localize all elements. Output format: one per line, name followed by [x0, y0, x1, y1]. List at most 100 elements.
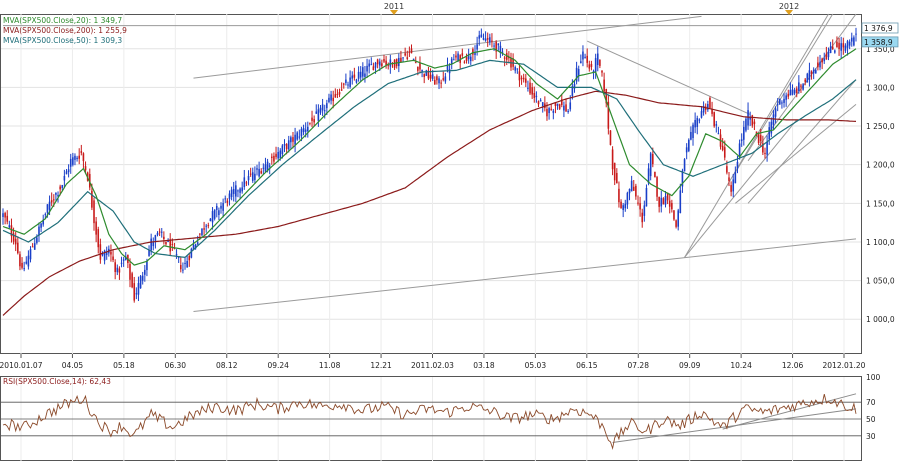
top-marker-2012: 2012	[779, 2, 799, 15]
candle-body	[793, 89, 796, 94]
candle-body	[199, 233, 201, 235]
candle-body	[201, 228, 203, 236]
candle-body	[347, 84, 349, 86]
candle-body	[550, 108, 553, 110]
candle-body	[243, 177, 246, 187]
candle-body	[110, 251, 112, 255]
candle-body	[374, 62, 377, 68]
candle-body	[353, 74, 356, 78]
y-tick-label: 1 350,0	[866, 45, 895, 54]
candle-body	[660, 197, 663, 207]
candle-body	[764, 152, 766, 154]
candle-body	[235, 185, 237, 197]
candle-body	[531, 87, 533, 95]
candle-body	[228, 193, 231, 200]
candle-body	[144, 269, 146, 275]
candle-body	[649, 153, 652, 177]
candle-body	[812, 69, 815, 74]
candle-body	[840, 43, 842, 51]
candle-body	[57, 194, 59, 197]
candle-body	[141, 275, 144, 281]
candle-body	[27, 255, 30, 267]
candle-body	[357, 71, 360, 79]
top-marker-triangle	[785, 10, 793, 15]
candle-body	[55, 192, 57, 195]
candle-body	[118, 268, 121, 273]
candle-body	[440, 82, 442, 84]
candle-body	[410, 48, 413, 54]
price-panel-frame	[0, 14, 862, 354]
trend-line	[747, 13, 857, 162]
candle-body	[262, 167, 265, 169]
candle-body	[785, 95, 787, 100]
candle-body	[370, 64, 373, 66]
candle-body	[783, 98, 785, 103]
candle-body	[514, 67, 517, 71]
candle-body	[196, 242, 199, 245]
candle-body	[484, 38, 487, 41]
candle-body	[385, 60, 387, 65]
candle-body	[10, 225, 13, 237]
candle-body	[823, 58, 826, 62]
candle-body	[95, 221, 97, 235]
candle-body	[501, 51, 504, 53]
candle-body	[664, 196, 667, 205]
candle-body	[177, 256, 180, 258]
candle-body	[387, 64, 390, 66]
candle-body	[222, 202, 224, 211]
candle-body	[6, 215, 9, 222]
candle-body	[36, 237, 38, 243]
candle-body	[616, 172, 618, 184]
candle-body	[679, 190, 682, 214]
candle-body	[819, 61, 821, 68]
candle-body	[334, 94, 337, 98]
candle-body	[539, 99, 542, 102]
candle-body	[52, 199, 55, 201]
candle-body	[461, 53, 464, 56]
candle-body	[425, 70, 428, 76]
candle-body	[290, 137, 292, 143]
candle-body	[848, 41, 851, 46]
candle-body	[423, 74, 426, 77]
candle-body	[687, 139, 690, 151]
trend-line	[193, 238, 857, 312]
candle-body	[378, 61, 381, 66]
candle-body	[469, 56, 472, 62]
candle-body	[112, 256, 114, 261]
candle-body	[268, 165, 271, 167]
candle-body	[569, 102, 572, 110]
candle-body	[12, 233, 15, 242]
candle-body	[698, 119, 701, 121]
candle-body	[732, 179, 735, 192]
rsi-line	[2, 393, 857, 451]
candle-body	[281, 145, 284, 155]
candle-body	[607, 101, 610, 129]
candle-body	[476, 44, 478, 50]
candle-body	[770, 121, 773, 134]
candle-body	[624, 203, 627, 209]
candle-body	[338, 92, 341, 95]
candle-body	[577, 69, 580, 77]
candle-body	[366, 65, 368, 72]
trend-line	[193, 15, 702, 79]
candle-body	[173, 248, 176, 250]
candle-body	[207, 225, 210, 227]
candle-body	[186, 261, 188, 268]
candle-body	[753, 121, 756, 125]
candle-body	[804, 79, 807, 82]
candle-body	[171, 243, 174, 245]
x-tick-label: 08.12	[216, 361, 238, 370]
candle-body	[349, 77, 351, 87]
y-tick-label: 1 100,0	[866, 238, 895, 247]
candle-body	[315, 111, 318, 114]
y-tick-label: 1 150,0	[866, 199, 895, 208]
candle-body	[846, 41, 849, 48]
candle-body	[319, 107, 322, 113]
candle-body	[258, 168, 260, 177]
candle-body	[148, 249, 150, 256]
grid-lines	[1, 14, 861, 461]
candle-body	[831, 46, 834, 50]
candle-body	[421, 69, 423, 72]
candle-body	[781, 102, 783, 104]
candle-body	[48, 201, 51, 210]
